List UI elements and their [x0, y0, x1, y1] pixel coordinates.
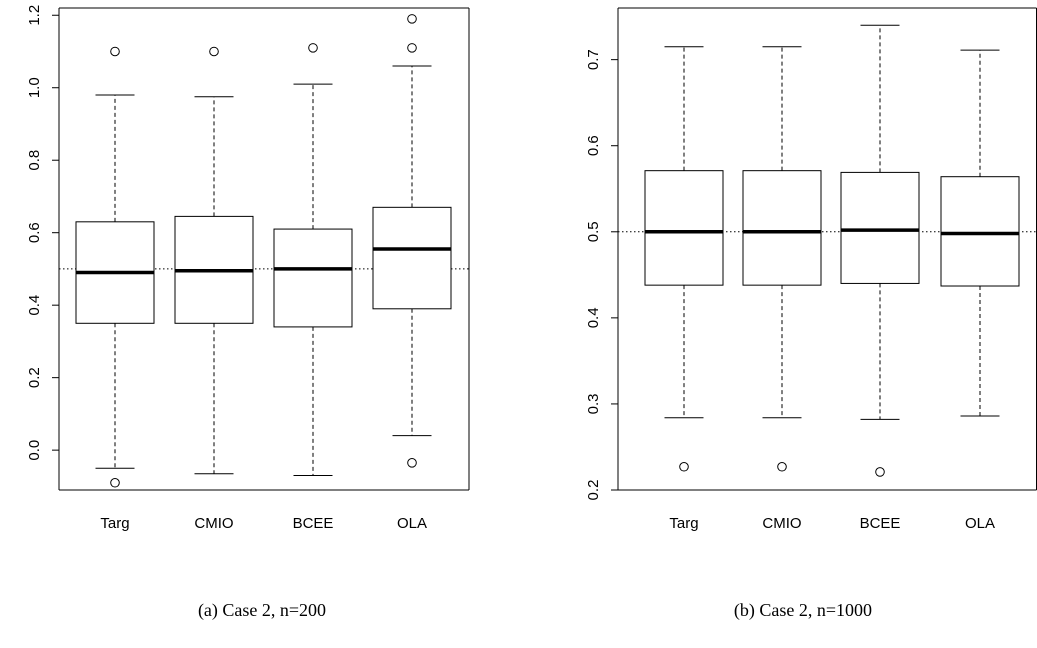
y-tick-label: 0.2 — [26, 367, 43, 388]
outlier-point — [111, 478, 120, 487]
x-category-label: BCEE — [293, 515, 334, 532]
outlier-point — [408, 459, 417, 468]
panel-b-case2-n1000: 0.2 0.3 0.4 0.5 0.6 0.7 Targ CMIO BCEE OLA — [585, 8, 1037, 532]
y-tick-label: 0.4 — [26, 295, 43, 316]
box-iqr — [743, 171, 821, 285]
box-bcee — [841, 25, 919, 476]
box-iqr — [841, 172, 919, 283]
x-category-label: CMIO — [762, 515, 801, 532]
outlier-point — [680, 462, 689, 471]
outlier-point — [876, 468, 885, 477]
y-tick-label: 0.8 — [26, 150, 43, 171]
outlier-point — [111, 47, 120, 56]
outlier-point — [210, 47, 219, 56]
x-category-label: BCEE — [860, 515, 901, 532]
box-targ — [76, 47, 154, 487]
x-category-label: OLA — [397, 515, 427, 532]
x-category-label: CMIO — [194, 515, 233, 532]
y-tick-label: 0.0 — [26, 440, 43, 461]
x-category-label: Targ — [669, 515, 698, 532]
box-iqr — [373, 207, 451, 308]
outlier-point — [408, 44, 417, 53]
box-cmio — [743, 47, 821, 471]
y-tick-label: 1.0 — [26, 77, 43, 98]
y-tick-label: 0.7 — [585, 49, 602, 70]
box-iqr — [941, 177, 1019, 286]
box-targ — [645, 47, 723, 471]
y-tick-label: 0.5 — [585, 221, 602, 242]
panel-a-case2-n200: 0.0 0.2 0.4 0.6 0.8 1.0 1.2 Targ CMIO BCEE OLA — [26, 5, 469, 532]
y-tick-label: 0.6 — [26, 222, 43, 243]
caption-panel-a: (a) Case 2, n=200 — [198, 600, 326, 621]
y-tick-label: 1.2 — [26, 5, 43, 26]
box-ola — [941, 50, 1019, 416]
box-iqr — [645, 171, 723, 285]
outlier-point — [408, 15, 417, 24]
box-cmio — [175, 47, 253, 474]
outlier-point — [309, 44, 318, 53]
y-tick-label: 0.2 — [585, 480, 602, 501]
y-tick-label: 0.6 — [585, 135, 602, 156]
box-iqr — [274, 229, 352, 327]
box-bcee — [274, 44, 352, 476]
x-category-label: Targ — [100, 515, 129, 532]
caption-panel-b: (b) Case 2, n=1000 — [734, 600, 872, 621]
y-tick-label: 0.4 — [585, 307, 602, 328]
y-tick-label: 0.3 — [585, 393, 602, 414]
box-ola — [373, 15, 451, 468]
outlier-point — [778, 462, 787, 471]
x-category-label: OLA — [965, 515, 995, 532]
